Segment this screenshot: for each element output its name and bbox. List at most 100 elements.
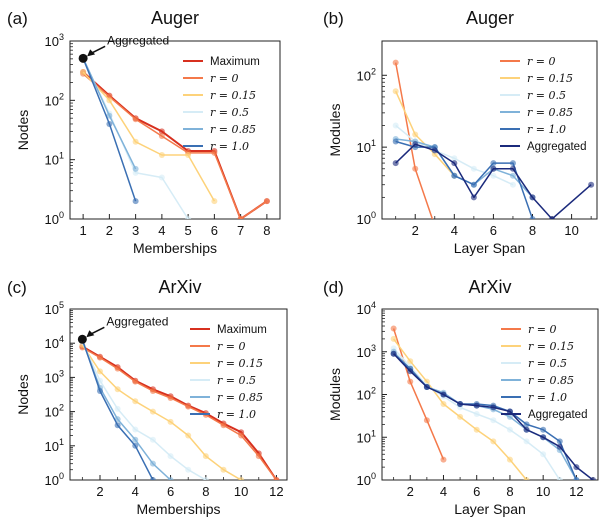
x-tick-label: 3	[132, 223, 139, 238]
panel-letter: (c)	[7, 278, 27, 297]
legend-label: r = 1.0	[528, 391, 567, 404]
data-point	[490, 160, 497, 167]
data-point	[490, 404, 497, 411]
x-axis-label: Memberships	[133, 240, 217, 256]
y-tick-label: 104	[45, 334, 64, 351]
legend-label: r = 1.0	[217, 408, 256, 421]
data-point	[106, 120, 113, 127]
annotation: Aggregated	[77, 314, 168, 344]
legend-label: r = 0.15	[528, 340, 574, 353]
data-point	[158, 133, 165, 140]
data-point	[132, 442, 139, 449]
x-tick-label: 5	[185, 223, 192, 238]
data-point	[167, 394, 174, 401]
data-point	[132, 436, 139, 443]
data-point	[412, 131, 419, 138]
x-tick-label: 10	[234, 484, 248, 499]
legend-label: r = 1.0	[210, 140, 249, 153]
x-tick-label: 4	[132, 484, 139, 499]
x-axis-label: Layer Span	[454, 240, 526, 256]
series-group	[80, 54, 270, 219]
legend-label: r = 0.5	[528, 357, 567, 370]
data-point	[451, 155, 458, 162]
data-point	[392, 88, 399, 95]
x-tick-label: 12	[269, 484, 283, 499]
series-line	[81, 344, 242, 480]
data-point	[440, 456, 447, 463]
y-tick-label: 100	[357, 471, 376, 488]
data-point	[158, 128, 165, 135]
aggregated-point	[78, 53, 88, 63]
series-line	[81, 341, 207, 480]
data-point	[540, 451, 547, 458]
data-point	[114, 405, 121, 412]
annotation: Aggregated	[78, 33, 169, 63]
data-point	[529, 194, 536, 201]
legend-label: Aggregated	[528, 409, 587, 421]
legend-label: r = 0.15	[217, 357, 263, 370]
legend-label: r = 0.5	[527, 89, 566, 102]
legend-label: r = 0	[527, 55, 555, 68]
x-tick-label: 2	[412, 223, 419, 238]
y-axis-label: Nodes	[15, 110, 31, 150]
data-point	[556, 438, 563, 445]
data-point	[132, 165, 139, 172]
y-tick-label: 103	[357, 343, 376, 360]
legend: Maximum r = 0 r = 0.15 r = 0.5 r = 0.85 r = 1…	[183, 56, 260, 153]
series-line	[82, 71, 216, 202]
data-point	[263, 198, 270, 205]
x-tick-label: 6	[211, 223, 218, 238]
data-point	[431, 147, 438, 154]
data-point	[149, 477, 156, 480]
legend: r = 0 r = 0.15 r = 0.5 r = 0.85 r = 1.0 Aggre…	[501, 323, 587, 421]
x-tick-label: 2	[407, 484, 414, 499]
data-point	[540, 426, 547, 433]
data-point	[490, 165, 497, 172]
data-point	[149, 460, 156, 467]
legend-label: r = 0	[217, 340, 245, 353]
annotation-label: Aggregated	[106, 314, 168, 328]
data-point	[506, 456, 513, 463]
legend-label: r = 0	[210, 72, 238, 85]
data-point	[573, 464, 580, 471]
legend-label: r = 0.15	[527, 72, 573, 85]
series-group	[79, 336, 280, 480]
panel-title: Auger	[151, 8, 199, 28]
data-point	[273, 477, 280, 480]
data-point	[473, 410, 480, 417]
data-point	[509, 160, 516, 167]
data-point	[590, 477, 597, 480]
data-point	[238, 432, 245, 439]
data-point	[457, 413, 464, 420]
data-point	[202, 477, 209, 480]
x-tick-label: 1	[80, 223, 87, 238]
data-point	[96, 354, 103, 361]
x-tick-label: 8	[529, 223, 536, 238]
data-point	[573, 477, 580, 480]
annotation-arrow-head	[86, 330, 95, 338]
data-point	[509, 181, 516, 188]
data-point	[202, 453, 209, 460]
series-group	[390, 325, 597, 480]
data-point	[106, 112, 113, 119]
data-point	[185, 466, 192, 473]
chart-panel-1: 100 101 102 103 1 2 3 4 5 6 7 8 Memberships Nodes Auge…	[7, 8, 281, 256]
y-axis-label: Nodes	[15, 374, 31, 414]
data-point	[167, 477, 174, 480]
x-tick-label: 6	[490, 223, 497, 238]
chart-panel-2: 100 101 102 2 4 6 8 10 Layer Span Modules Auger (b)…	[323, 8, 598, 256]
series-line	[395, 143, 592, 219]
data-point	[185, 432, 192, 439]
series-line	[81, 340, 172, 480]
x-tick-label: 2	[106, 223, 113, 238]
data-point	[390, 335, 397, 342]
legend-label: r = 0.85	[528, 374, 574, 387]
panel-letter: (d)	[323, 278, 344, 297]
data-point	[80, 69, 87, 76]
data-point	[440, 391, 447, 398]
data-point	[392, 122, 399, 129]
legend-label: r = 0.85	[210, 123, 256, 136]
y-tick-label: 105	[45, 300, 64, 317]
chart-panel-3: 100 101 102 103 104 105 2 4 6 8 10 12 Memberships Nod…	[7, 277, 288, 517]
